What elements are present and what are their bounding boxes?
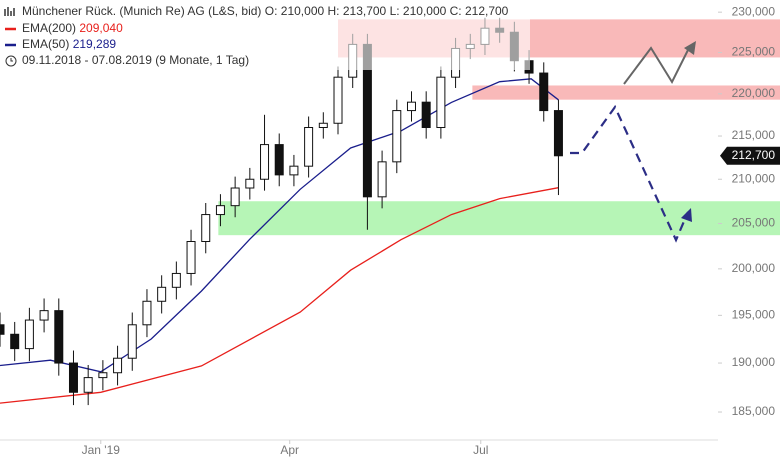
candle-body <box>113 357 123 374</box>
price-tag <box>720 146 780 165</box>
y-tick-label: 185,000 <box>732 404 776 418</box>
y-tick-label: 215,000 <box>732 128 776 142</box>
candle-body <box>0 324 5 335</box>
candle-body <box>10 333 20 350</box>
candle-body <box>553 110 563 157</box>
zone <box>472 85 780 100</box>
ema-line <box>0 187 559 404</box>
legend-entry: EMA(200) 209,040 <box>22 21 123 35</box>
candle-body <box>274 144 284 176</box>
candle-body <box>68 362 78 393</box>
candle-body <box>230 187 240 207</box>
candle-body <box>245 178 255 189</box>
candle-body <box>171 272 181 288</box>
candle-body <box>304 127 314 167</box>
x-tick-label: Jul <box>473 443 488 457</box>
candle-body <box>54 310 64 364</box>
instrument: Münchener Rück. (Munich Re) AG (L&S, bid… <box>22 4 509 18</box>
y-tick-label: 195,000 <box>732 308 776 322</box>
period: 09.11.2018 - 07.08.2019 (9 Monate, 1 Tag… <box>22 53 249 67</box>
ema-line <box>0 78 559 373</box>
y-tick-label: 200,000 <box>732 261 776 275</box>
candle-body <box>392 110 402 163</box>
candle-body <box>186 241 196 274</box>
y-tick-label: 190,000 <box>732 355 776 369</box>
y-tick-label: 210,000 <box>732 171 776 185</box>
candle-body <box>333 76 343 124</box>
candle-body <box>436 76 446 129</box>
candle-body <box>24 319 34 350</box>
zone <box>218 201 780 236</box>
candle-body <box>260 144 270 180</box>
x-tick-label: Jan '19 <box>82 443 121 457</box>
candle-body <box>421 101 431 129</box>
y-tick-label: 225,000 <box>732 45 776 59</box>
legend: Münchener Rück. (Munich Re) AG (L&S, bid… <box>0 0 530 70</box>
candle-body <box>201 214 211 243</box>
candle-body <box>318 122 328 129</box>
candle-body <box>127 324 137 359</box>
legend-entry: EMA(50) 219,289 <box>22 37 116 51</box>
candle-body <box>142 300 152 326</box>
candle-body <box>98 372 108 379</box>
y-tick-label: 230,000 <box>732 4 776 18</box>
candle-body <box>39 310 49 321</box>
x-tick-label: Apr <box>280 443 299 457</box>
candle-body <box>83 377 93 393</box>
y-tick-label: 220,000 <box>732 86 776 100</box>
candle-body <box>215 205 225 216</box>
candle-body <box>406 101 416 112</box>
y-tick-label: 205,000 <box>732 216 776 230</box>
candle-body <box>289 165 299 176</box>
candle-body <box>157 286 167 302</box>
candle-body <box>539 72 549 112</box>
price-tag-label: 212,700 <box>732 148 776 162</box>
projection <box>570 41 696 243</box>
candle-body <box>377 161 387 198</box>
